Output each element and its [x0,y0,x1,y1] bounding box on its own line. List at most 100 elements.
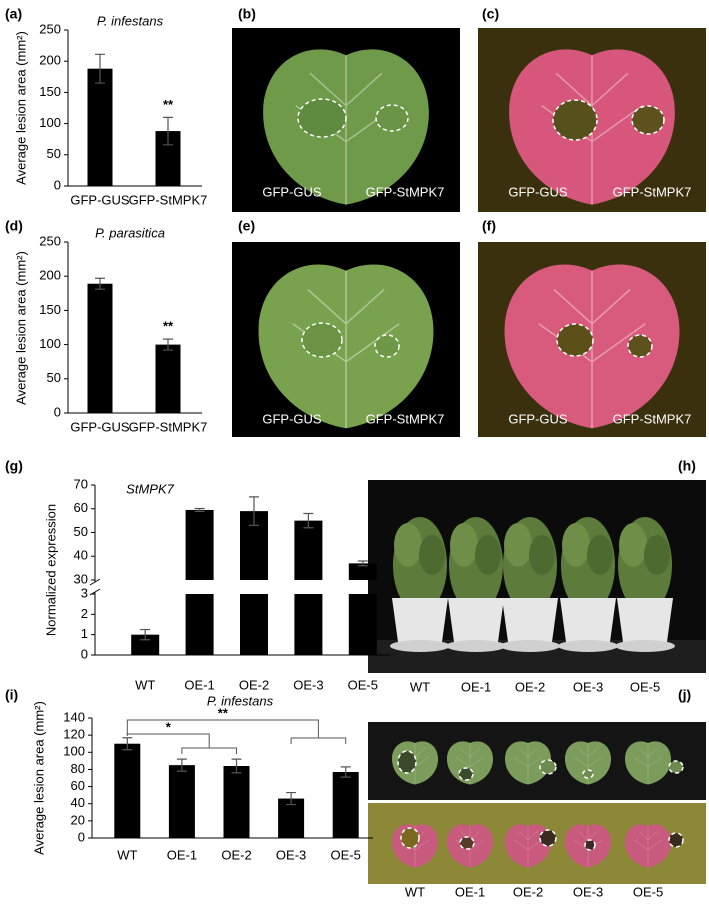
bar [131,634,160,655]
y-tick-label: 0 [81,646,88,661]
y-tick-label: 200 [39,53,61,68]
photo-caption: OE-2 [513,884,543,899]
y-tick-label: 30 [74,571,88,586]
y-tick-label: 100 [63,744,85,759]
lesion-outline [301,322,343,358]
plant [390,517,450,652]
lesion-outline [631,105,665,135]
lesion-outline [375,104,409,132]
photo-caption: OE-1 [455,884,485,899]
y-tick-label: 20 [71,812,85,827]
panel-label: (a) [5,6,22,22]
significance-label: ** [218,705,229,720]
x-tick-label: OE-3 [276,847,306,862]
error-bar [163,338,173,351]
bar-lower-part [294,594,323,655]
photo-caption: GFP-StMPK7 [366,184,445,199]
panel-label: (f) [482,218,496,234]
bar [114,743,141,838]
bar [332,772,359,838]
y-tick-label: 100 [39,115,61,130]
x-tick-label: OE-3 [293,677,323,692]
y-tick-label: 100 [39,336,61,351]
lesion-outline [539,759,557,775]
x-tick-label: OE-5 [348,677,378,692]
y-tick-label: 50 [74,524,88,539]
x-tick-label: OE-1 [184,677,214,692]
error-bar [231,758,242,774]
photo-caption: GFP-GUS [262,184,322,199]
x-tick-label: OE-5 [331,847,361,862]
bar [155,344,181,413]
bar [223,766,250,838]
plant [615,517,675,652]
lesion-outline [459,836,475,850]
error-bar [95,277,105,290]
bar-lower-part [348,594,377,655]
panel-label: (d) [5,218,23,234]
y-tick-label: 120 [63,727,85,742]
x-tick-label: GFP-StMPK7 [129,192,208,207]
chart-title: P. parasitica [95,225,165,240]
photo-caption: GFP-GUS [262,411,322,426]
significance-label: ** [163,97,174,112]
y-tick-label: 60 [71,778,85,793]
y-tick-label: 70 [74,476,88,491]
photo-caption: WT [405,884,425,899]
photo-caption: WT [410,679,430,694]
lesion-outline [582,769,594,779]
x-tick-label: WT [135,677,155,692]
y-tick-label: 0 [54,177,61,192]
chart-title: P. infestans [97,13,164,28]
photo-panel: (b) GFP-GUS GFP-StMPK7 [232,6,460,212]
bar [294,520,323,580]
bar [348,563,377,580]
bar-lower-part [185,594,214,655]
error-bar [357,560,368,567]
significance-label: * [166,719,172,734]
bar-lower-part [240,594,268,655]
x-tick-label: WT [117,847,137,862]
photo-panel: (h) WT OE-1 OE-2 OE-3 OE-5 [368,458,706,694]
x-tick-label: OE-1 [167,847,197,862]
x-tick-label: OE-2 [239,677,269,692]
bar [168,765,195,838]
plant [446,517,506,652]
lesion-outline [552,99,598,141]
y-tick-label: 2 [81,606,88,621]
significance-bracket [126,733,237,754]
y-tick-label: 1 [81,626,88,641]
error-bar [286,791,297,806]
y-tick-label: 250 [39,21,61,36]
y-tick-label: 150 [39,302,61,317]
photo-caption: GFP-GUS [508,184,568,199]
lesion-outline [556,323,594,357]
error-bar [340,766,351,778]
lesion-outline [400,827,420,849]
lesion-outline [539,829,557,847]
photo-caption: GFP-StMPK7 [613,184,692,199]
bar [87,68,113,186]
photo-panel: (f) GFP-GUS GFP-StMPK7 [478,218,706,437]
y-axis-label: Average lesion area (mm²) [13,31,28,185]
photo-caption: GFP-StMPK7 [613,411,692,426]
axis-break [89,578,101,596]
photo-caption: OE-1 [461,679,491,694]
x-tick-label: OE-2 [221,847,251,862]
photo-caption: OE-3 [573,679,603,694]
chart-title: P. infestans [207,693,274,708]
error-bar [249,496,259,526]
photo-panel: (c) GFP-GUS GFP-StMPK7 [478,6,706,212]
y-tick-label: 60 [74,500,88,515]
panel-label: (b) [238,6,256,22]
lesion-outline [668,832,684,848]
lesion-outline [297,98,347,138]
y-tick-label: 200 [39,268,61,283]
y-tick-label: 40 [71,795,85,810]
y-tick-label: 0 [54,404,61,419]
plant [500,517,560,652]
photo-caption: OE-2 [515,679,545,694]
lesion-outline [627,334,653,358]
